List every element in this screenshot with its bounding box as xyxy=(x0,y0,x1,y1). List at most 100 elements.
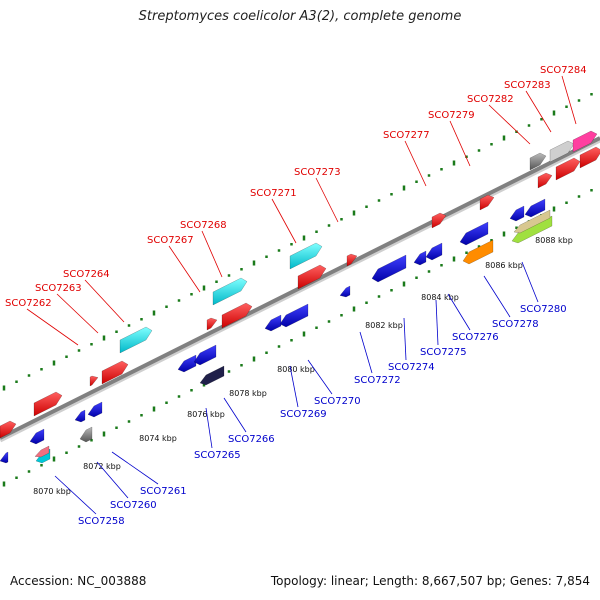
reverse-gene-arrow xyxy=(509,205,525,222)
kbp-tick-label: 8078 kbp xyxy=(229,389,267,398)
reverse-leader-line xyxy=(289,365,299,408)
reverse-leader-line xyxy=(403,317,407,361)
reverse-gene-arrow xyxy=(74,409,86,423)
reverse-leader-line xyxy=(54,475,97,515)
gene-layer xyxy=(0,130,600,464)
kbp-tick-label: 8084 kbp xyxy=(421,293,459,302)
reverse-gene-arrow xyxy=(264,314,282,332)
reverse-gene-arrow xyxy=(513,209,551,234)
forward-gene-arrow xyxy=(33,391,63,417)
forward-gene-label: SCO7284 xyxy=(540,65,587,76)
reverse-gene-label: SCO7274 xyxy=(388,362,435,373)
reverse-gene-arrow xyxy=(524,198,546,218)
reverse-gene-label: SCO7278 xyxy=(492,319,539,330)
reverse-gene-arrow xyxy=(177,354,197,373)
forward-gene-arrow xyxy=(555,157,581,181)
forward-gene-arrow xyxy=(537,172,553,189)
reverse-gene-arrow xyxy=(79,426,93,443)
tick-layer: 8070 kbp 8072 kbp 8074 kbp 8076 kbp 8078 kbp… xyxy=(2,93,593,496)
forward-gene-label: SCO7282 xyxy=(467,94,514,105)
reverse-leader-line xyxy=(111,451,159,485)
label-layer: SCO7262 SCO7263 SCO7264 SCO7267 SCO7268 SCO72… xyxy=(5,65,587,527)
reverse-gene-label: SCO7261 xyxy=(140,486,187,497)
reverse-leader-line xyxy=(435,299,439,346)
forward-leader-line xyxy=(449,120,471,167)
reverse-gene-label: SCO7276 xyxy=(452,332,499,343)
forward-leader-line xyxy=(488,104,531,145)
forward-gene-arrow xyxy=(119,326,153,354)
forward-leader-line xyxy=(84,279,125,323)
reverse-gene-arrow xyxy=(459,221,489,246)
forward-gene-label: SCO7263 xyxy=(35,283,82,294)
topology-text: Topology: linear; Length: 8,667,507 bp; … xyxy=(270,574,590,588)
reverse-leader-line xyxy=(521,261,539,303)
reverse-gene-arrow xyxy=(413,250,427,266)
reverse-gene-arrow xyxy=(371,254,407,283)
forward-leader-line xyxy=(561,75,577,125)
forward-gene-arrow xyxy=(0,420,17,439)
reverse-gene-arrow xyxy=(0,451,9,464)
forward-gene-arrow xyxy=(346,253,358,267)
forward-gene-arrow xyxy=(221,302,253,329)
forward-leader-line xyxy=(168,245,201,293)
reverse-gene-label: SCO7275 xyxy=(420,347,467,358)
reverse-gene-label: SCO7270 xyxy=(314,396,361,407)
forward-gene-arrow xyxy=(572,130,598,153)
kbp-tick-label: 8074 kbp xyxy=(139,434,177,443)
forward-gene-arrow xyxy=(479,194,495,211)
leader-line-layer xyxy=(26,75,577,515)
forward-leader-line xyxy=(56,293,99,334)
reverse-leader-line xyxy=(96,461,129,499)
forward-gene-arrow xyxy=(101,360,129,385)
forward-leader-line xyxy=(271,198,297,244)
forward-gene-arrow xyxy=(431,212,447,229)
kbp-tick-label: 8076 kbp xyxy=(187,410,225,419)
forward-gene-arrow xyxy=(89,375,99,387)
reverse-leader-line xyxy=(223,397,247,433)
forward-gene-arrow xyxy=(289,242,323,270)
reverse-leader-line xyxy=(205,407,213,449)
reverse-gene-arrow xyxy=(511,215,553,244)
forward-gene-arrow xyxy=(529,152,547,171)
reverse-gene-arrow xyxy=(462,239,494,265)
reverse-leader-line xyxy=(359,331,373,374)
accession-text: Accession: NC_003888 xyxy=(10,574,147,588)
reverse-leader-line xyxy=(447,293,471,331)
reverse-gene-label: SCO7260 xyxy=(110,500,157,511)
forward-leader-line xyxy=(525,90,552,133)
forward-gene-arrow xyxy=(297,264,327,290)
forward-leader-line xyxy=(315,177,339,223)
forward-gene-label: SCO7273 xyxy=(294,167,341,178)
forward-gene-label: SCO7262 xyxy=(5,298,52,309)
reverse-gene-arrow xyxy=(425,242,443,261)
forward-gene-label: SCO7271 xyxy=(250,188,297,199)
reverse-gene-arrow xyxy=(34,445,50,458)
reverse-gene-arrow xyxy=(29,428,45,445)
reverse-leader-line xyxy=(307,359,333,395)
reverse-gene-label: SCO7266 xyxy=(228,434,275,445)
forward-gene-arrow xyxy=(579,146,600,169)
reverse-gene-label: SCO7269 xyxy=(280,409,327,420)
forward-leader-line xyxy=(404,140,427,187)
reverse-gene-arrow xyxy=(87,401,103,418)
forward-gene-arrow xyxy=(212,277,248,306)
forward-leader-line xyxy=(201,230,223,278)
forward-gene-label: SCO7268 xyxy=(180,220,227,231)
backbone-layer xyxy=(0,136,600,443)
reverse-gene-arrow xyxy=(193,344,217,366)
kbp-tick-label: 8086 kbp xyxy=(485,261,523,270)
kbp-tick-label: 8070 kbp xyxy=(33,487,71,496)
forward-leader-line xyxy=(26,308,79,346)
forward-gene-label: SCO7279 xyxy=(428,110,475,121)
reverse-gene-label: SCO7272 xyxy=(354,375,401,386)
kbp-tick-label: 8080 kbp xyxy=(277,365,315,374)
forward-gene-label: SCO7264 xyxy=(63,269,110,280)
forward-gene-arrow xyxy=(549,140,575,163)
kbp-tick-label: 8072 kbp xyxy=(83,462,121,471)
kbp-tick-label: 8082 kbp xyxy=(365,321,403,330)
genome-title: Streptomyces coelicolor A3(2), complete … xyxy=(138,9,462,24)
reverse-leader-line xyxy=(483,275,511,318)
forward-gene-label: SCO7277 xyxy=(383,130,430,141)
reverse-gene-label: SCO7280 xyxy=(520,304,567,315)
